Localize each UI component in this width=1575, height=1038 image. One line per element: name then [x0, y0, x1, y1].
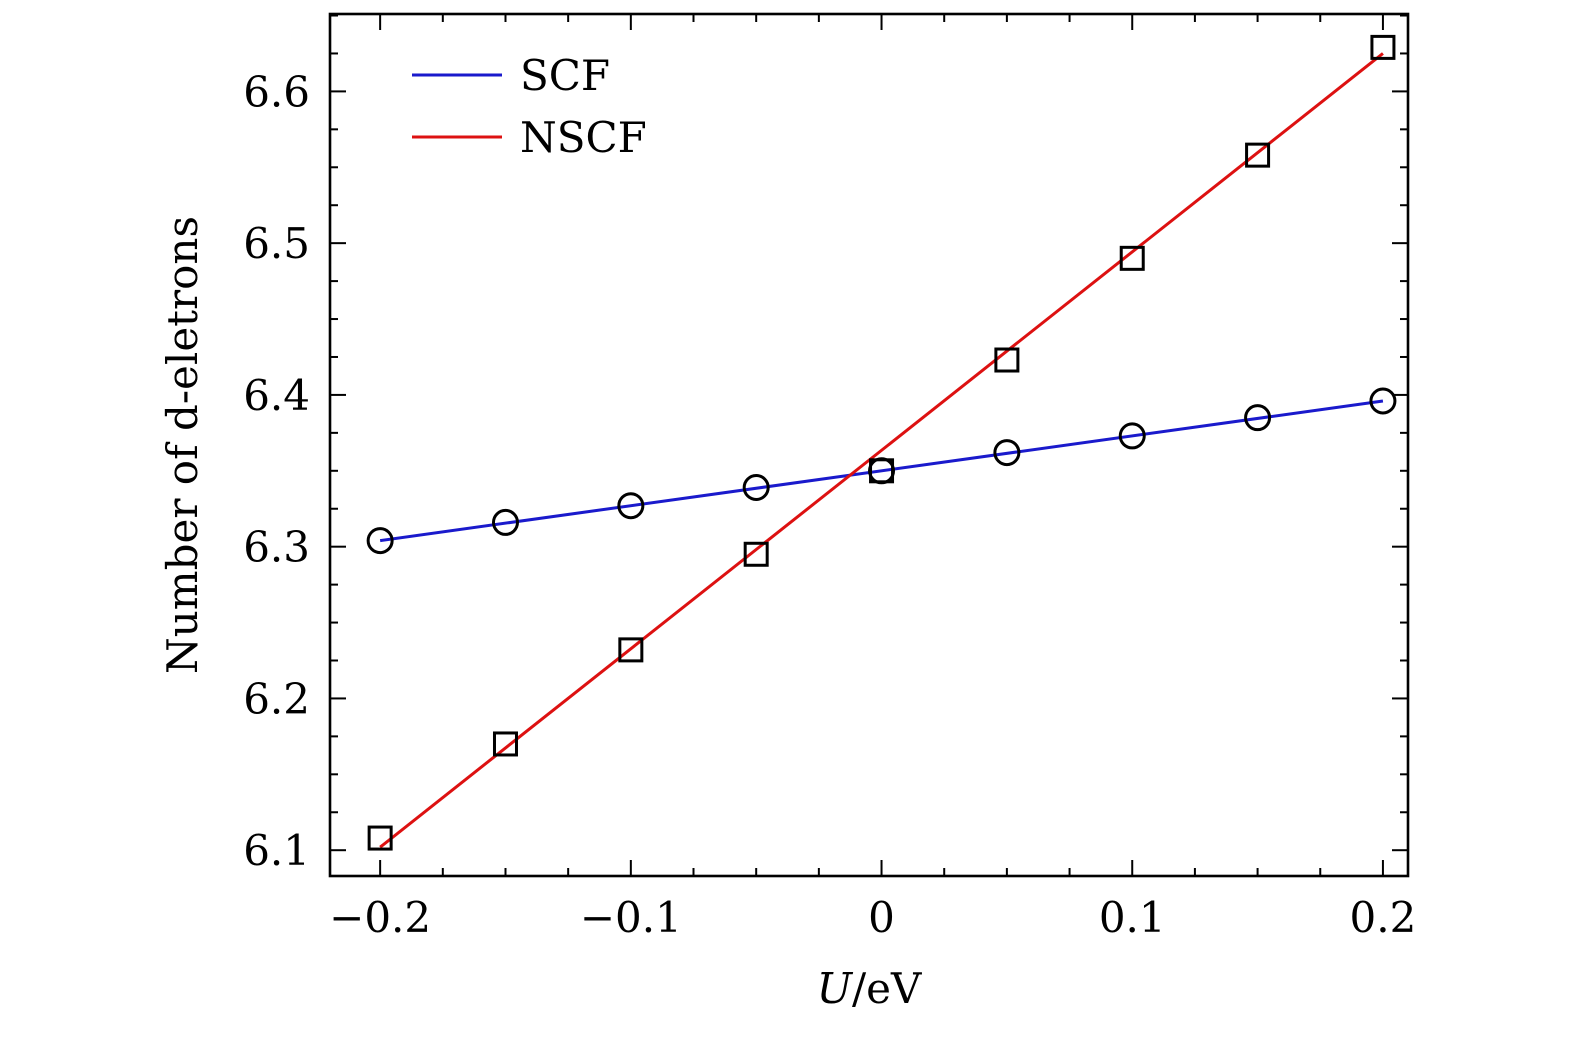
x-tick-label: −0.2 — [329, 893, 431, 942]
legend-nscf-label: NSCF — [520, 113, 647, 162]
scf-point — [366, 527, 394, 555]
legend: SCF NSCF — [412, 51, 647, 162]
y-tick-label: 6.1 — [243, 826, 310, 875]
nscf-point — [869, 458, 895, 484]
legend-scf-label: SCF — [520, 51, 610, 100]
x-tick-label: 0.2 — [1350, 893, 1417, 942]
y-tick-label: 6.4 — [243, 371, 310, 420]
y-tick-label: 6.6 — [243, 67, 310, 116]
y-tick-label: 6.3 — [243, 523, 310, 572]
nscf-fit-line — [379, 52, 1384, 849]
x-tick-label: 0.1 — [1099, 893, 1166, 942]
y-tick-label: 6.5 — [243, 219, 310, 268]
y-tick-label: 6.2 — [243, 674, 310, 723]
nscf-point — [1119, 245, 1145, 271]
scf-point — [617, 492, 645, 520]
scf-fit-line — [379, 399, 1384, 543]
nscf-point — [492, 731, 518, 757]
scf-point — [993, 439, 1021, 467]
series-markers — [366, 34, 1397, 851]
x-tick-label: 0 — [868, 893, 895, 942]
nscf-point — [743, 541, 769, 567]
nscf-point — [1245, 142, 1271, 168]
x-axis-label: U/eV — [817, 964, 922, 1013]
scf-point — [1369, 387, 1397, 415]
scf-point — [1118, 422, 1146, 450]
nscf-point — [994, 347, 1020, 373]
y-axis-label: Number of d-eletrons — [158, 216, 207, 674]
x-tick-label: −0.1 — [580, 893, 682, 942]
series-lines — [379, 52, 1384, 849]
scf-point — [491, 508, 519, 536]
nscf-point — [367, 825, 393, 851]
nscf-point — [1370, 34, 1396, 60]
x-axis-label-italic: U — [817, 964, 854, 1013]
major-ticks — [330, 14, 1408, 876]
tick-labels: −0.2 −0.1 0 0.1 0.2 6.1 6.2 6.3 6.4 6.5 6.6 — [243, 67, 1416, 942]
minor-ticks — [330, 14, 1408, 876]
plot-frame — [328, 12, 1410, 878]
scf-point — [742, 473, 770, 501]
x-axis-label-unit: /eV — [852, 964, 922, 1013]
scf-point — [1244, 404, 1272, 432]
nscf-point — [618, 637, 644, 663]
